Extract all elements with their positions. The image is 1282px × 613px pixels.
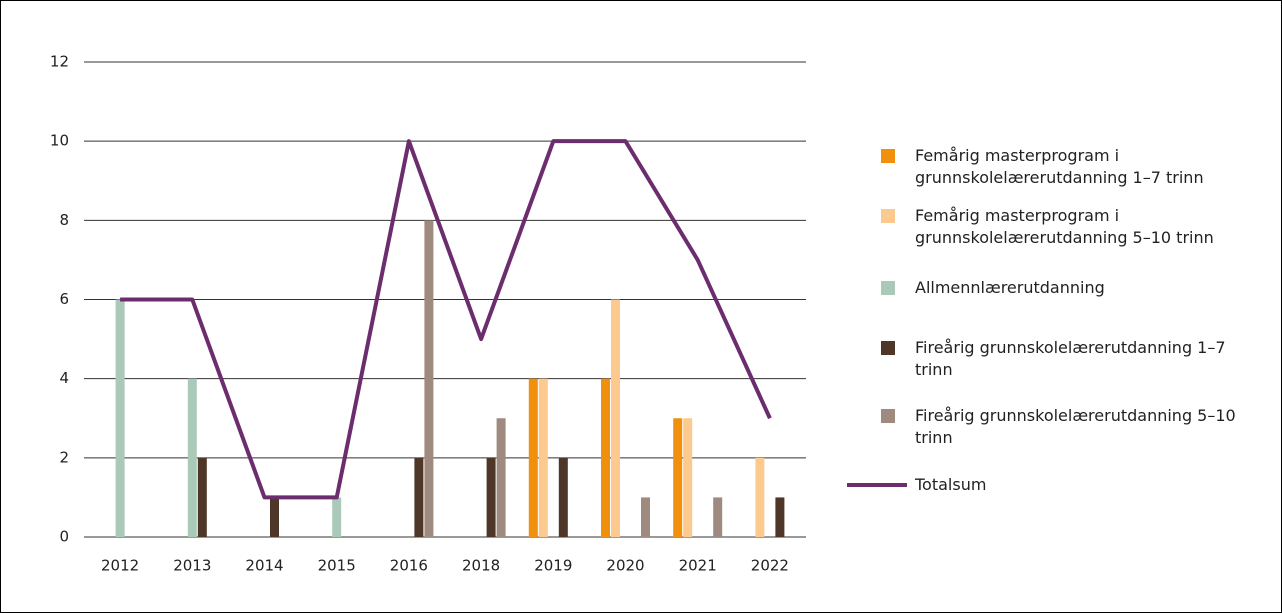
legend-swatch (881, 209, 895, 223)
y-tick-label: 8 (59, 211, 69, 229)
legend-label: Totalsum (915, 475, 987, 494)
bar (611, 299, 620, 537)
y-tick-label: 0 (59, 528, 69, 546)
bar (270, 497, 279, 537)
legend-label: Femårig masterprogram i grunnskolelæreru… (915, 206, 1214, 247)
bar (673, 418, 683, 537)
bar (558, 457, 568, 537)
bar (486, 457, 496, 537)
total-line (120, 139, 772, 500)
bar (332, 497, 342, 537)
legend-item: Totalsum (847, 474, 1255, 496)
x-tick-label: 2022 (751, 557, 789, 575)
x-tick-label: 2021 (679, 557, 717, 575)
y-tick-label: 10 (50, 132, 69, 150)
x-tick-label: 2014 (245, 557, 283, 575)
bar (538, 378, 548, 537)
bar (528, 378, 538, 537)
bar (197, 457, 207, 537)
bar (755, 457, 765, 537)
y-tick-label: 6 (59, 290, 69, 308)
legend-item: Allmennlærerutdanning (881, 277, 1255, 299)
legend-label: Allmennlærerutdanning (915, 278, 1105, 297)
x-tick-label: 2015 (318, 557, 356, 575)
y-tick-label: 2 (59, 448, 69, 466)
legend-swatch (881, 341, 895, 355)
bar (775, 497, 785, 537)
legend-swatch (881, 281, 895, 295)
bar (496, 418, 506, 537)
x-tick-label: 2012 (101, 557, 139, 575)
bar (601, 378, 610, 537)
bar (683, 418, 693, 537)
bar (424, 220, 434, 538)
legend-label: Fireårig grunnskolelærerutdanning 5–10 t… (915, 406, 1236, 447)
bar (115, 299, 125, 537)
bar (187, 378, 197, 537)
x-tick-label: 2016 (390, 557, 428, 575)
y-tick-label: 4 (59, 369, 69, 387)
x-tick-label: 2018 (462, 557, 500, 575)
x-tick-label: 2013 (173, 557, 211, 575)
legend-swatch (847, 483, 907, 487)
legend-item: Fireårig grunnskolelærerutdanning 5–10 t… (881, 405, 1255, 449)
legend-swatch (881, 409, 895, 423)
legend-item: Femårig masterprogram i grunnskolelæreru… (881, 145, 1255, 189)
legend-item: Femårig masterprogram i grunnskolelæreru… (881, 205, 1255, 249)
y-tick-label: 12 (50, 53, 69, 71)
x-tick-label: 2019 (534, 557, 572, 575)
legend-label: Femårig masterprogram i grunnskolelæreru… (915, 146, 1204, 187)
bar (641, 497, 650, 537)
legend-label: Fireårig grunnskolelærerutdanning 1–7 tr… (915, 338, 1226, 379)
x-tick-label: 2020 (606, 557, 644, 575)
bar (713, 497, 723, 537)
legend-swatch (881, 149, 895, 163)
legend-item: Fireårig grunnskolelærerutdanning 1–7 tr… (881, 337, 1255, 381)
bar (414, 457, 424, 537)
